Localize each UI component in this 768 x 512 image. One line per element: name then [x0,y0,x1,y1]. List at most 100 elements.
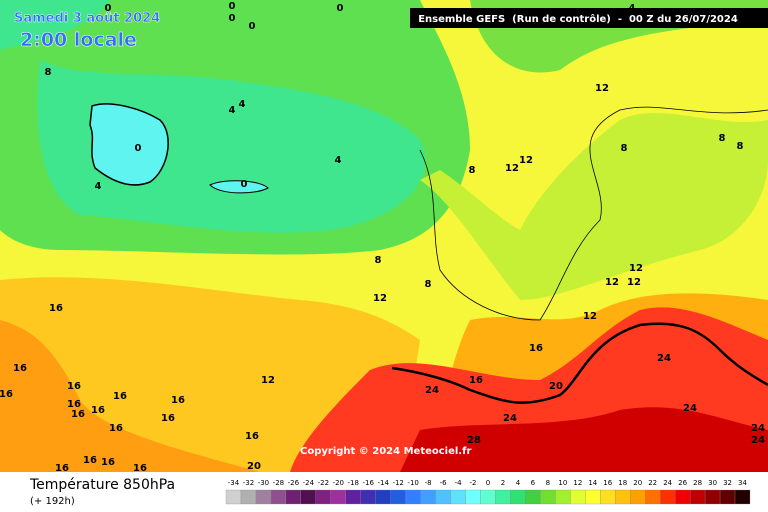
field-lime [420,112,768,300]
legend-swatch [495,489,511,505]
legend-swatch [225,489,242,505]
field-cyan [89,103,169,186]
contour-label: 20 [549,381,563,392]
legend-tick-label: 16 [603,479,612,487]
legend-tick-label: 22 [648,479,657,487]
contour-label: 16 [171,395,185,406]
legend-swatch [330,489,346,505]
contour-label: 16 [83,455,97,466]
field-teal-nw [0,0,110,50]
legend-tick-label: -10 [407,479,418,487]
legend-swatch [525,489,541,505]
legend-tick-label: -24 [303,479,315,487]
contour-label: 8 [621,143,628,154]
legend-swatch [719,489,736,505]
contour-label: 12 [595,83,609,94]
legend-tick-label: -12 [392,479,403,487]
contour-label: 16 [67,399,81,410]
legend-swatch [285,489,302,505]
legend-swatch [405,489,421,505]
run-info: Ensemble GEFS (Run de contrôle) - 00 Z d… [418,13,738,25]
legend-tick-label: -32 [243,479,254,487]
contour-label: 0 [241,179,248,190]
contour-label: 8 [469,165,476,176]
date: Samedi 3 août 2024 [14,11,160,26]
contour-label: 8 [375,255,382,266]
legend-swatch [540,489,556,505]
contour-label: 8 [45,67,52,78]
contour-label: 12 [505,163,519,174]
legend-tick-label: -16 [363,479,375,487]
legend-swatch [480,489,496,505]
contour-label: 8 [425,279,432,290]
legend-swatch [255,489,272,505]
contour-label: 12 [629,263,643,274]
contour-label: 24 [683,403,697,414]
contour-label: 24 [751,435,765,446]
legend-tick-label: 12 [573,479,582,487]
legend-tick-label: -28 [273,479,284,487]
contour-label: 24 [425,385,439,396]
contour-label: 0 [249,21,256,32]
legend-tick-label: 0 [486,479,490,487]
legend-tick-label: 34 [738,479,747,487]
legend-swatch [390,489,406,505]
legend-tick-label: -20 [333,479,344,487]
legend-tick-label: -8 [425,479,432,487]
contour-label: 24 [503,413,517,424]
legend-tick-label: 2 [501,479,505,487]
run-box [410,8,768,28]
legend-swatch [270,489,287,505]
contour-label: 16 [91,405,105,416]
contour-label: 4 [95,181,102,192]
legend-tick-label: -30 [258,479,269,487]
contour-label: 4 [239,99,246,110]
contour-label: 12 [519,155,533,166]
legend-swatch [435,489,451,505]
legend-swatch [240,489,257,505]
contour-label: 8 [719,133,726,144]
field-teal [37,60,426,233]
contour-label: 4 [629,3,636,14]
contour-label: 16 [13,363,27,374]
contour-label: 0 [135,143,142,154]
contour-label: 16 [529,343,543,354]
legend-swatch [645,489,661,505]
legend-swatch [630,489,646,505]
coastline [419,106,768,321]
field-darkred [400,407,768,472]
contour-label: 0 [337,3,344,14]
contour-label: 4 [229,105,236,116]
legend-tick-label: 32 [723,479,732,487]
contour-label: 16 [67,381,81,392]
contour-label: 16 [161,413,175,424]
contour-label: 12 [605,277,619,288]
legend-tick-label: -4 [455,479,463,487]
legend-tick-label: 18 [618,479,627,487]
isotherm-20 [391,322,768,404]
contour-label: 16 [109,423,123,434]
legend-tick-label: 20 [633,479,642,487]
legend-tick-label: 28 [693,479,702,487]
contour-label: 16 [133,463,147,474]
footer-title: Température 850hPa [29,477,175,493]
legend-tick-label: -14 [377,479,389,487]
legend-tick-label: 10 [558,479,567,487]
contour-label: 12 [627,277,641,288]
legend: -34 -32 -30 -28 -26 -24 -22 -20 -18 -16 -14 -12 -10-… [225,479,751,505]
contour-label: 12 [583,311,597,322]
legend-tick-label: 8 [546,479,550,487]
contour-label: 0 [229,13,236,24]
contour-label: 0 [105,3,112,14]
legend-tick-label: -18 [348,479,359,487]
contour-label: 8 [737,141,744,152]
contour-label: 16 [245,431,259,442]
contour-label: 16 [55,463,69,474]
footer-lead: (+ 192h) [30,496,75,507]
legend-tick-label: 26 [678,479,687,487]
contour-label: 24 [751,423,765,434]
legend-swatch [465,489,481,505]
iceland [209,180,269,194]
legend-tick-label: -26 [288,479,300,487]
